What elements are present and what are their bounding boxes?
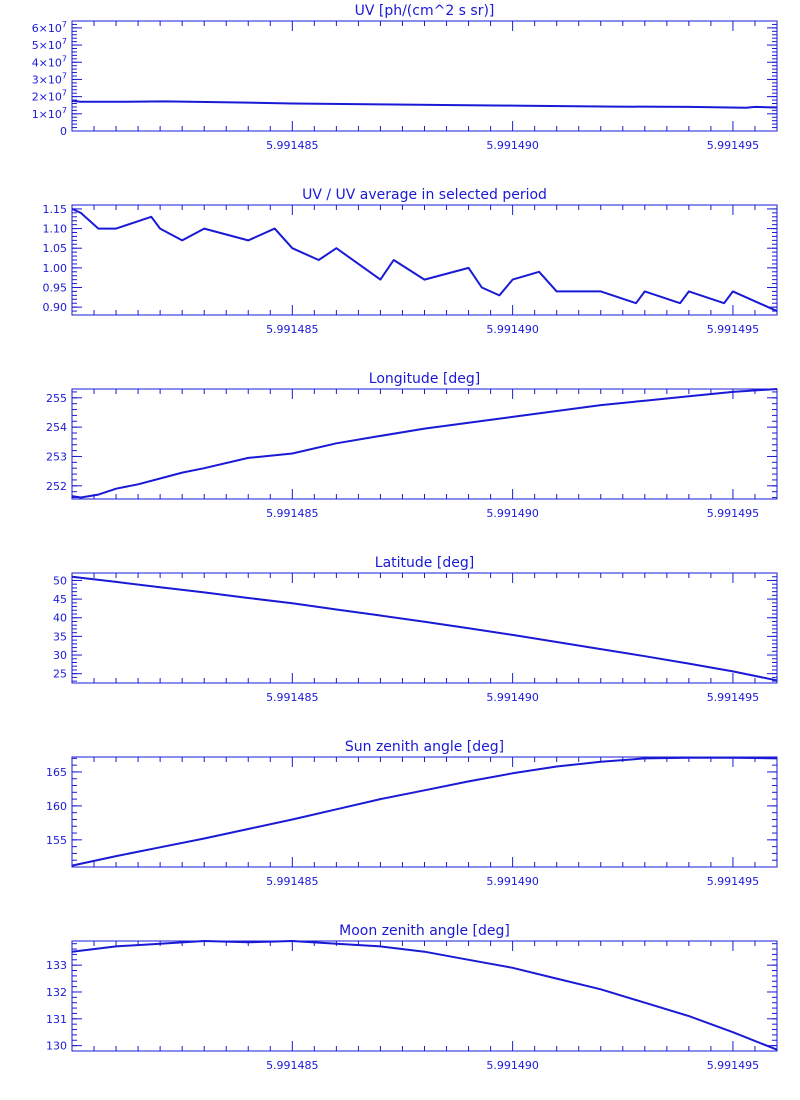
x-tick-label: 5.991495 [707,323,760,336]
y-tick-label: 132 [46,986,67,999]
chart-title: UV [ph/(cm^2 s sr)] [355,3,495,19]
series-line [71,756,778,867]
y-tick-label: 40 [53,612,67,625]
y-tick-label: 155 [46,834,67,847]
chart-title: Longitude [deg] [369,371,480,387]
x-tick-label: 5.991485 [266,1059,319,1072]
chart-6-moon-zenith-angle-deg: Moon zenith angle [deg] 5.991485 5.991490 5… [46,923,778,1072]
y-tick-label: 2×107 [32,89,67,104]
x-tick-label: 5.991490 [486,691,539,704]
y-tick-label: 35 [53,630,67,643]
x-tick-label: 5.991485 [266,875,319,888]
y-tick-label: 1.15 [43,203,68,216]
y-tick-label: 50 [53,574,67,587]
chart-title: Moon zenith angle [deg] [339,923,510,939]
plot-frame [71,940,778,1052]
y-tick-label: 4×107 [32,54,67,69]
chart-2-uv-uv-average-in-selected-period: UV / UV average in selected period 5.9914… [43,187,778,336]
x-tick-label: 5.991490 [486,323,539,336]
y-tick-label: 3×107 [32,71,67,86]
x-tick-label: 5.991490 [486,875,539,888]
y-tick-label: 133 [46,959,67,972]
x-tick-label: 5.991495 [707,507,760,520]
y-tick-label: 131 [46,1013,67,1026]
y-tick-label: 1.10 [43,223,68,236]
y-tick-label: 1.05 [43,242,68,255]
y-tick-label: 6×107 [32,20,67,35]
series-line [71,940,778,1051]
y-tick-label: 130 [46,1040,67,1053]
x-tick-label: 5.991495 [707,691,760,704]
y-tick-label: 252 [46,480,67,493]
x-tick-label: 5.991495 [707,875,760,888]
plot-frame [71,204,778,316]
chart-5-sun-zenith-angle-deg: Sun zenith angle [deg] 5.991485 5.991490 5.… [46,739,778,888]
y-tick-label: 1.00 [43,262,68,275]
y-tick-label: 255 [46,392,67,405]
y-tick-label: 30 [53,649,67,662]
y-tick-label: 253 [46,450,67,463]
y-tick-label: 165 [46,766,67,779]
x-tick-label: 5.991485 [266,139,319,152]
chart-3-longitude-deg: Longitude [deg] 5.991485 5.991490 5.991495 2… [46,371,778,520]
x-tick-label: 5.991485 [266,691,319,704]
x-tick-label: 5.991495 [707,139,760,152]
y-tick-label: 160 [46,800,67,813]
x-tick-label: 5.991490 [486,139,539,152]
series-line [71,575,778,682]
chart-title: Sun zenith angle [deg] [345,739,504,755]
plot-frame [71,756,778,868]
y-tick-label: 1×107 [32,106,67,121]
y-tick-label: 254 [46,421,67,434]
x-tick-label: 5.991490 [486,507,539,520]
plot-frame [71,388,778,500]
series-line [71,207,778,313]
x-tick-label: 5.991495 [707,1059,760,1072]
series-line [71,388,778,499]
y-tick-label: 0.95 [43,282,68,295]
y-tick-label: 0.90 [43,301,68,314]
chart-title: UV / UV average in selected period [302,187,547,203]
chart-1-uv-ph-cm-2-s-sr: UV [ph/(cm^2 s sr)] 5.991485 5.991490 5.991… [32,3,778,152]
x-tick-label: 5.991485 [266,323,319,336]
series-line [71,99,778,109]
plot-frame [71,20,778,132]
x-tick-label: 5.991485 [266,507,319,520]
y-tick-label: 25 [53,668,67,681]
x-tick-label: 5.991490 [486,1059,539,1072]
y-tick-label: 5×107 [32,37,67,52]
y-tick-label: 45 [53,593,67,606]
chart-4-latitude-deg: Latitude [deg] 5.991485 5.991490 5.991495 25… [53,555,778,704]
chart-title: Latitude [deg] [375,555,474,571]
y-tick-label: 0 [60,125,67,138]
